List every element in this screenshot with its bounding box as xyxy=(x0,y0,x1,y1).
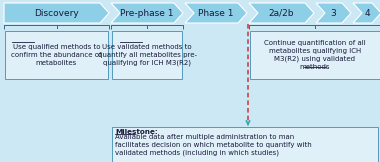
Text: Use validated methods to
quantify all metabolites pre-
qualifying for ICH M3(R2): Use validated methods to quantify all me… xyxy=(98,44,196,66)
Text: Discovery: Discovery xyxy=(34,8,79,17)
Text: Milestone:: Milestone: xyxy=(115,129,158,135)
Text: Available data after multiple administration to man
facilitates decision on whic: Available data after multiple administra… xyxy=(115,134,312,156)
FancyBboxPatch shape xyxy=(250,31,380,79)
FancyBboxPatch shape xyxy=(112,127,378,162)
Text: 4: 4 xyxy=(364,8,370,17)
Text: Continue quantification of all
metabolites qualifying ICH
M3(R2) using validated: Continue quantification of all metabolit… xyxy=(264,40,366,70)
FancyBboxPatch shape xyxy=(112,31,182,79)
Polygon shape xyxy=(4,3,109,23)
Polygon shape xyxy=(185,3,247,23)
FancyBboxPatch shape xyxy=(5,31,108,79)
Text: Pre-phase 1: Pre-phase 1 xyxy=(120,8,174,17)
Polygon shape xyxy=(316,3,351,23)
Text: 2a/2b: 2a/2b xyxy=(269,8,294,17)
Text: Use qualified methods to
confirm the abundance of
metabolites: Use qualified methods to confirm the abu… xyxy=(11,44,102,66)
Polygon shape xyxy=(111,3,183,23)
Polygon shape xyxy=(353,3,380,23)
Polygon shape xyxy=(249,3,314,23)
Text: Phase 1: Phase 1 xyxy=(198,8,234,17)
Text: 3: 3 xyxy=(331,8,336,17)
